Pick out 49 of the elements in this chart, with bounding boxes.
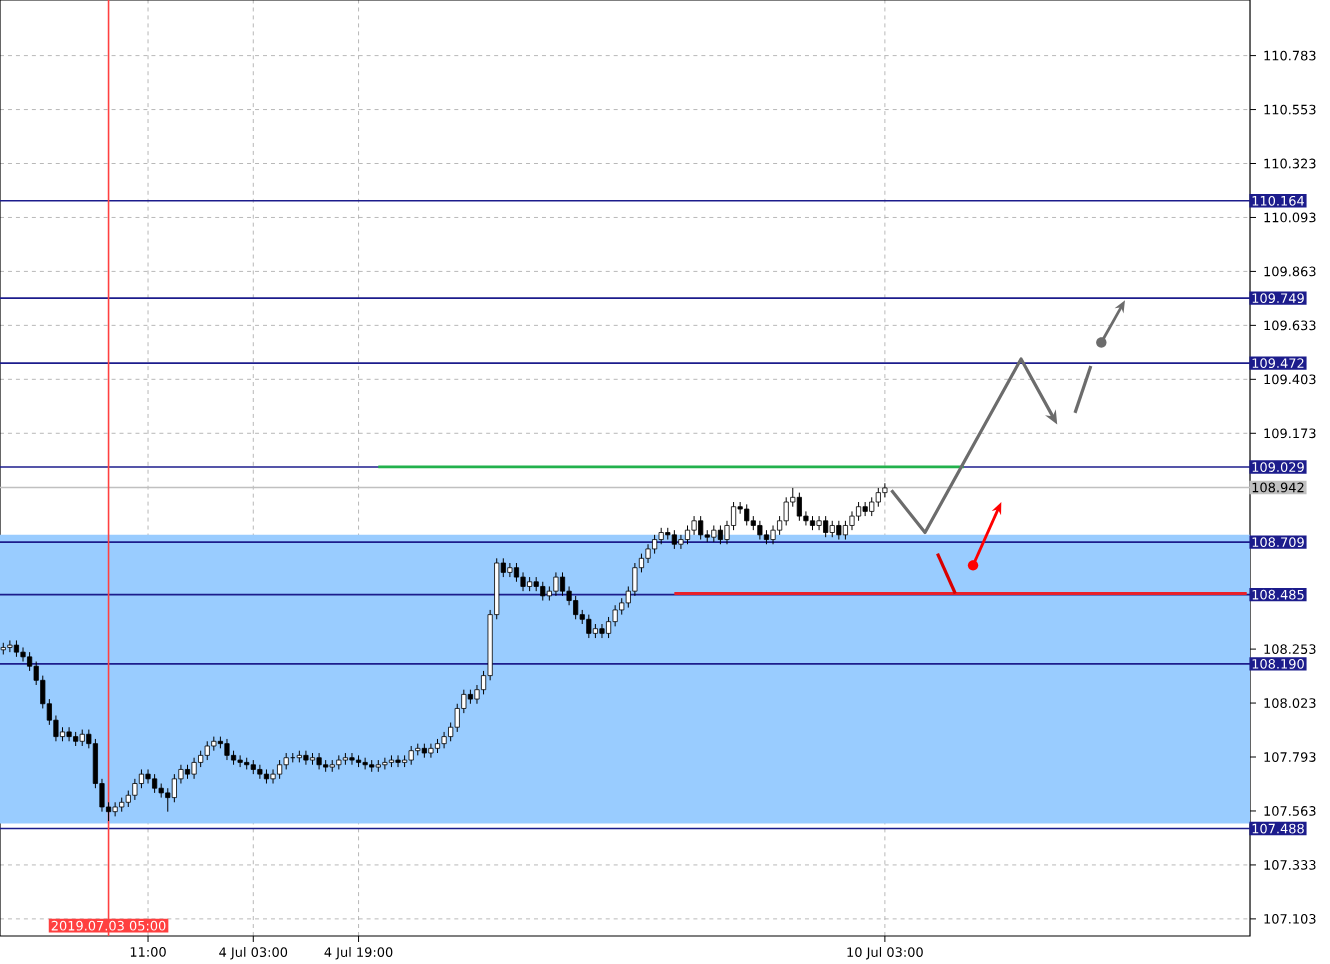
candlestick: [112, 801, 118, 817]
candlestick: [862, 501, 868, 517]
candlestick: [303, 750, 309, 766]
candlestick: [757, 520, 763, 541]
candlestick: [513, 562, 520, 583]
candlestick: [869, 496, 875, 517]
candlestick: [796, 492, 802, 522]
candlestick: [362, 757, 368, 770]
candlestick: [823, 515, 829, 538]
candlestick: [428, 743, 434, 759]
candlestick: [145, 768, 151, 785]
candlestick: [652, 534, 658, 555]
candlestick: [507, 562, 513, 578]
candlestick: [520, 571, 526, 592]
candlestick: [316, 752, 322, 770]
candlestick: [349, 752, 355, 766]
candlestick: [270, 768, 276, 785]
candlestick: [191, 757, 197, 780]
candlestick: [204, 740, 210, 761]
candlestick: [441, 731, 447, 749]
candlestick: [540, 581, 546, 602]
candlestick: [152, 773, 158, 794]
candlestick: [855, 501, 862, 522]
candlestick: [408, 745, 414, 766]
candlestick: [698, 515, 704, 541]
candlestick: [559, 571, 566, 597]
candlestick: [875, 487, 881, 508]
candlestick: [382, 757, 388, 770]
candlestick: [224, 738, 230, 761]
candlestick: [599, 623, 605, 639]
candlestick: [395, 754, 401, 768]
candlestick: [20, 646, 26, 663]
candlestick: [237, 754, 243, 768]
candlestick: [770, 524, 776, 545]
candlestick: [684, 524, 691, 545]
candlestick: [257, 764, 263, 780]
candlestick: [691, 515, 697, 536]
candlestick: [553, 571, 559, 597]
candlestick: [671, 529, 677, 550]
candlestick: [66, 726, 72, 742]
candlestick: [7, 639, 13, 653]
candlestick: [171, 773, 177, 803]
candlestick: [836, 520, 842, 541]
candlestick: [744, 503, 750, 526]
candlestick: [277, 759, 283, 780]
candlestick: [717, 524, 723, 545]
candlestick: [586, 614, 592, 639]
candlestick: [645, 543, 651, 564]
candlestick: [816, 515, 822, 531]
